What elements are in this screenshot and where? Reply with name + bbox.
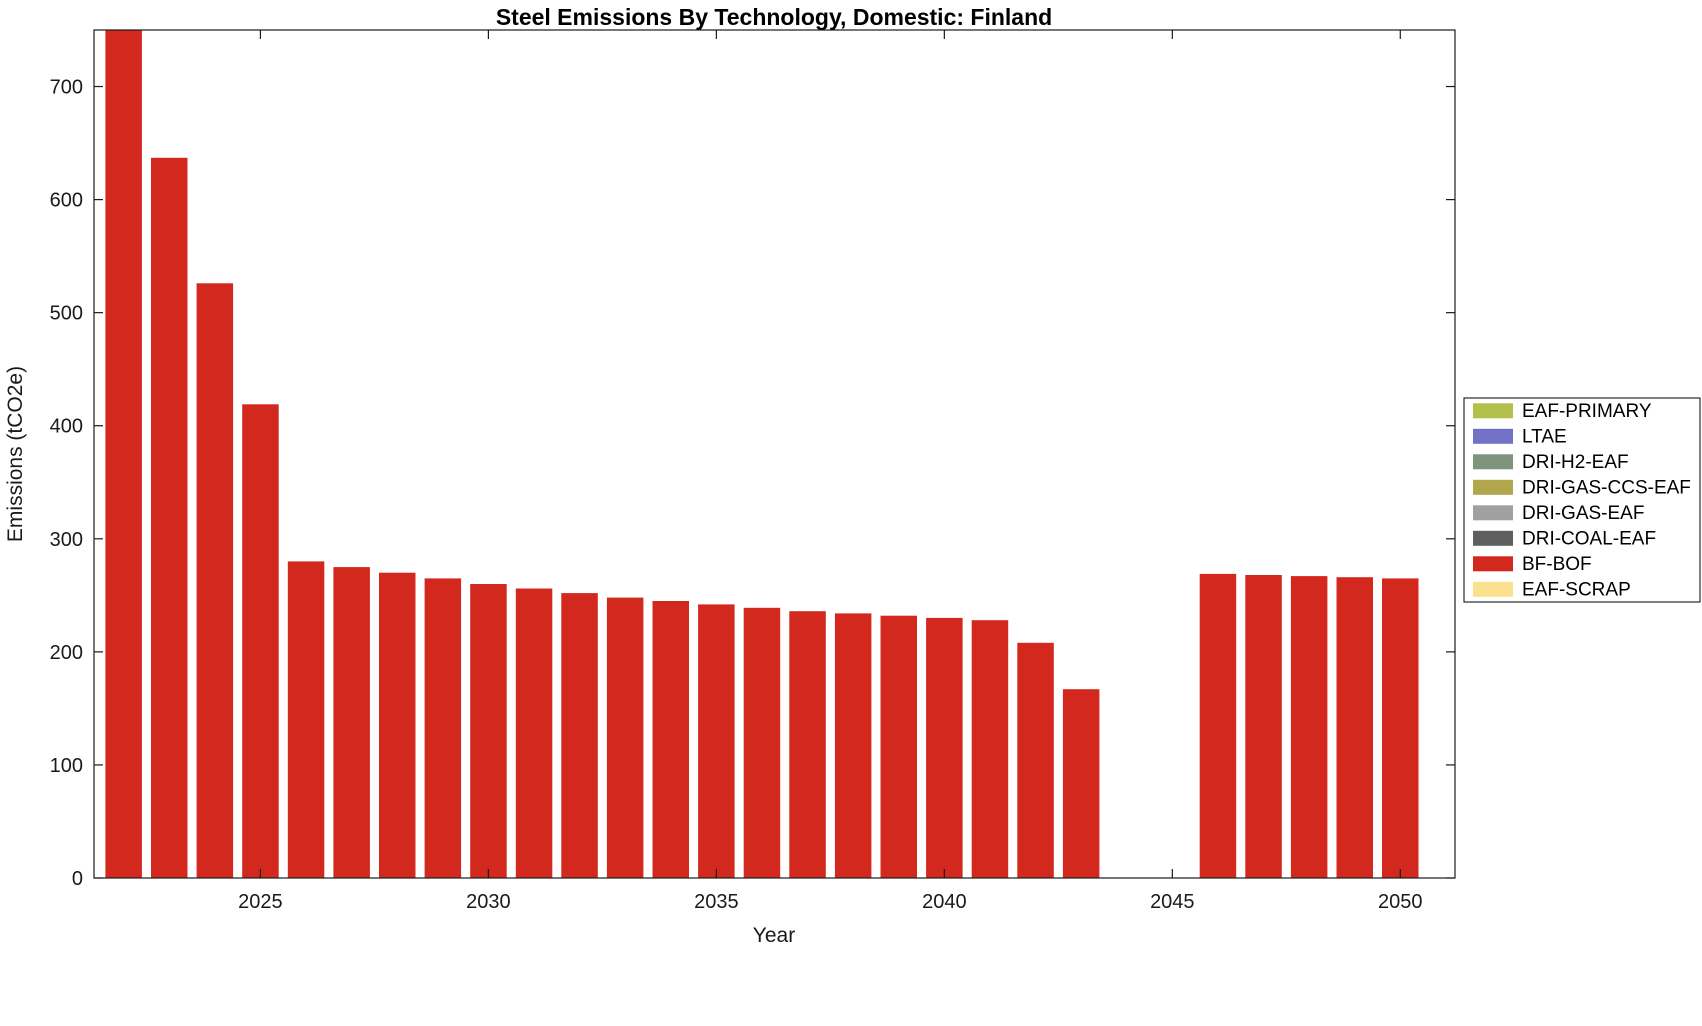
- bar-2035: [698, 604, 735, 878]
- legend: EAF-PRIMARY LTAE DRI-H2-EAF DRI-GAS-CCS-EAF…: [1463, 397, 1701, 603]
- bar-2040: [926, 617, 963, 878]
- y-tick-label-600: 600: [50, 190, 83, 212]
- legend-label-dri-gas-ccs-eaf: DRI-GAS-CCS-EAF: [1522, 477, 1691, 498]
- bar-2049: [1336, 577, 1373, 878]
- legend-swatch-ltae: [1473, 428, 1513, 444]
- y-tick-label-700: 700: [50, 77, 83, 99]
- bar-2041: [971, 620, 1009, 878]
- legend-swatch-dri-gas-ccs-eaf: [1473, 479, 1513, 495]
- x-tick-label-2050: 2050: [1378, 891, 1423, 913]
- bar-2033: [606, 597, 644, 878]
- bars-group: [105, 30, 1419, 879]
- y-tick-label-500: 500: [50, 303, 83, 325]
- bar-2042: [1017, 642, 1054, 878]
- y-axis-label: Emissions (tCO2e): [4, 366, 27, 542]
- x-tick-label-2045: 2045: [1150, 891, 1195, 913]
- x-tick-label-2035: 2035: [694, 891, 739, 913]
- legend-label-dri-coal-eaf: DRI-COAL-EAF: [1522, 528, 1656, 549]
- bar-2024: [196, 283, 234, 878]
- legend-label-dri-gas-eaf: DRI-GAS-EAF: [1522, 503, 1644, 524]
- legend-swatch-dri-gas-eaf: [1473, 505, 1513, 521]
- axes-group: 0 100 200 300 400 500 600 700 2025 2030 2035 2040 20…: [50, 29, 1456, 913]
- bar-2038: [834, 613, 872, 878]
- legend-label-ltae: LTAE: [1522, 426, 1567, 447]
- y-tick-label-300: 300: [50, 529, 83, 551]
- bar-2031: [515, 588, 553, 878]
- bar-2022: [105, 30, 142, 878]
- bar-2050: [1382, 578, 1419, 878]
- bar-2039: [880, 615, 917, 878]
- legend-label-dri-h2-eaf: DRI-H2-EAF: [1522, 452, 1629, 473]
- y-tick-label-0: 0: [72, 868, 83, 890]
- bar-2036: [743, 607, 781, 878]
- legend-label-eaf-primary: EAF-PRIMARY: [1522, 401, 1652, 422]
- chart-title: Steel Emissions By Technology, Domestic:…: [496, 4, 1052, 30]
- legend-swatch-dri-coal-eaf: [1473, 530, 1513, 546]
- x-axis-label: Year: [753, 924, 795, 947]
- bar-2037: [789, 611, 826, 878]
- bar-2023: [151, 157, 188, 879]
- legend-swatch-bf-bof: [1473, 556, 1513, 572]
- bar-2025: [242, 404, 279, 878]
- bar-2032: [561, 593, 598, 878]
- x-tick-label-2030: 2030: [466, 891, 511, 913]
- legend-swatch-eaf-scrap: [1473, 581, 1513, 597]
- x-tick-label-2040: 2040: [922, 891, 967, 913]
- bar-2034: [652, 601, 689, 878]
- bar-2048: [1290, 576, 1328, 878]
- bar-2043: [1062, 689, 1100, 878]
- x-tick-label-2025: 2025: [238, 891, 283, 913]
- axes-frame: [93, 29, 1456, 879]
- bar-2046: [1199, 573, 1237, 878]
- bar-2028: [379, 572, 416, 878]
- legend-label-bf-bof: BF-BOF: [1522, 554, 1592, 575]
- legend-swatch-dri-h2-eaf: [1473, 454, 1513, 470]
- y-tick-label-400: 400: [50, 416, 83, 438]
- bar-2047: [1245, 575, 1282, 878]
- bar-2030: [470, 584, 507, 878]
- legend-label-eaf-scrap: EAF-SCRAP: [1522, 579, 1631, 600]
- y-tick-label-100: 100: [50, 755, 83, 777]
- y-tick-label-200: 200: [50, 642, 83, 664]
- bar-2029: [424, 578, 462, 878]
- bar-2026: [287, 561, 325, 878]
- legend-swatch-eaf-primary: [1473, 403, 1513, 419]
- bar-2027: [333, 567, 370, 878]
